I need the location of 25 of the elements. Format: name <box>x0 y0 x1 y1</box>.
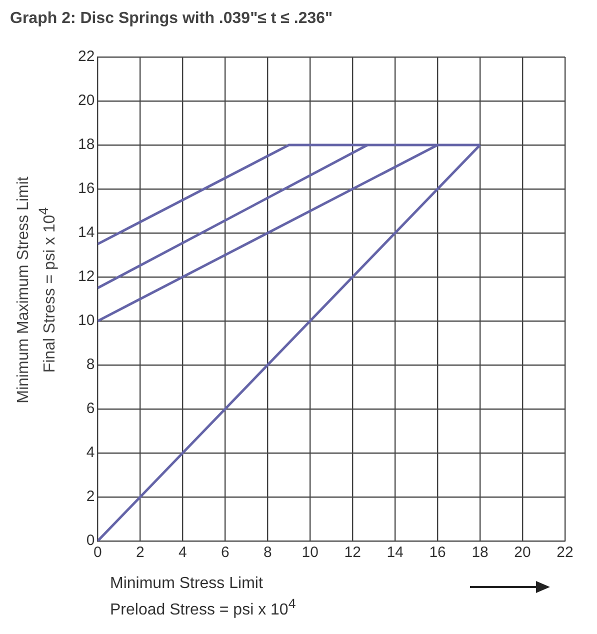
y-tick-label: 8 <box>86 356 95 374</box>
y-tick-label: 2 <box>86 488 95 506</box>
x-tick-label: 10 <box>302 544 318 562</box>
y-tick-label: 10 <box>78 312 95 330</box>
chart-title: Graph 2: Disc Springs with .039"≤ t ≤ .236" <box>10 10 333 28</box>
y-tick-label: 0 <box>86 532 95 550</box>
y-tick-label: 18 <box>78 136 95 154</box>
x-tick-label: 2 <box>136 544 144 562</box>
x-tick-label: 20 <box>514 544 531 562</box>
x-tick-label: 8 <box>263 544 272 562</box>
y-tick-label: 22 <box>78 48 95 66</box>
y-tick-label: 6 <box>86 400 95 418</box>
x-tick-label: 12 <box>344 544 361 562</box>
x-tick-label: 16 <box>429 544 446 562</box>
x-tick-label: 6 <box>220 544 230 562</box>
y-tick-label: 12 <box>78 268 95 286</box>
x-axis-title: Minimum Stress Limit Preload Stress = psi x 10$^{4}$ <box>110 574 296 620</box>
y-tick-label: 20 <box>78 92 95 110</box>
y-tick-label: 4 <box>86 444 95 462</box>
y-tick-label: 16 <box>78 180 95 198</box>
y-tick-label: 14 <box>78 224 95 242</box>
x-tick-label: 18 <box>472 544 488 562</box>
x-tick-label: 14 <box>386 544 404 562</box>
x-tick-label: 4 <box>178 544 187 562</box>
x-tick-label: 22 <box>556 544 574 562</box>
